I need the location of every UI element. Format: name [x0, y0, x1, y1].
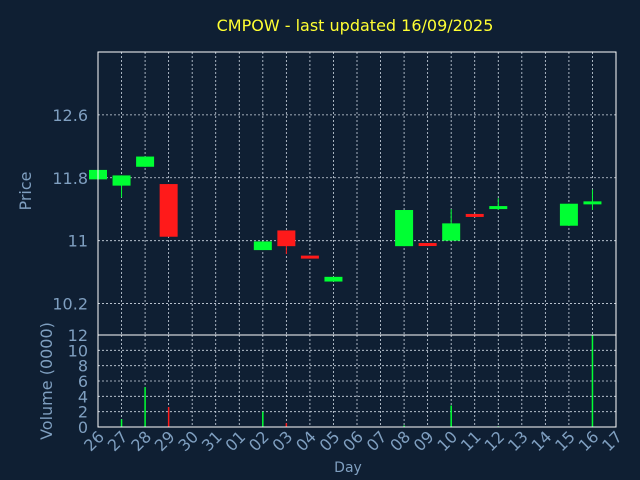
day-tick-labels: 2627282930310102030405060708091011121314… — [80, 427, 626, 455]
price-tick-label: 11 — [68, 232, 88, 251]
volume-bar — [591, 335, 594, 427]
candle-body — [442, 223, 461, 241]
candle-body — [253, 241, 272, 251]
candle-body — [583, 201, 602, 205]
candle-body — [300, 255, 319, 259]
price-tick-labels: 10.2 11 11.8 12.6 — [52, 106, 88, 314]
volume-bar — [120, 419, 123, 427]
candle-body — [559, 203, 578, 226]
candle-body — [277, 230, 296, 247]
volume-grid — [97, 334, 617, 428]
volume-plot-border — [97, 334, 617, 428]
volume-bar — [450, 405, 452, 427]
candle-body — [465, 213, 484, 217]
price-tick-label: 10.2 — [52, 295, 88, 314]
volume-tick-label: 2 — [78, 403, 88, 422]
candle-body — [159, 184, 178, 237]
candles — [89, 156, 602, 282]
candle-body — [395, 210, 414, 247]
day-tick-label: 17 — [598, 427, 626, 455]
volume-axis-label: Volume (0000) — [37, 322, 56, 440]
candle-body — [112, 175, 131, 186]
candle-body — [489, 206, 508, 210]
volume-tick-label: 4 — [78, 387, 88, 406]
volume-bar — [144, 387, 146, 427]
volume-tick-label: 0 — [78, 418, 88, 437]
volume-bar — [403, 425, 405, 427]
volume-bar — [167, 407, 170, 427]
candle-body — [136, 156, 155, 167]
chart-title: CMPOW - last updated 16/09/2025 — [217, 16, 494, 35]
volume-tick-label: 10 — [68, 341, 88, 360]
volume-bar — [285, 423, 288, 427]
volume-tick-label: 6 — [78, 372, 88, 391]
volume-tick-label: 8 — [78, 357, 88, 376]
volume-bar — [262, 411, 264, 427]
candle-body — [324, 276, 343, 282]
price-tick-label: 11.8 — [52, 169, 88, 188]
day-axis-label: Day — [334, 460, 362, 476]
candle-body — [418, 243, 437, 247]
price-axis-label: Price — [16, 171, 35, 210]
volume-tick-label: 12 — [68, 326, 88, 345]
price-tick-label: 12.6 — [52, 106, 88, 125]
